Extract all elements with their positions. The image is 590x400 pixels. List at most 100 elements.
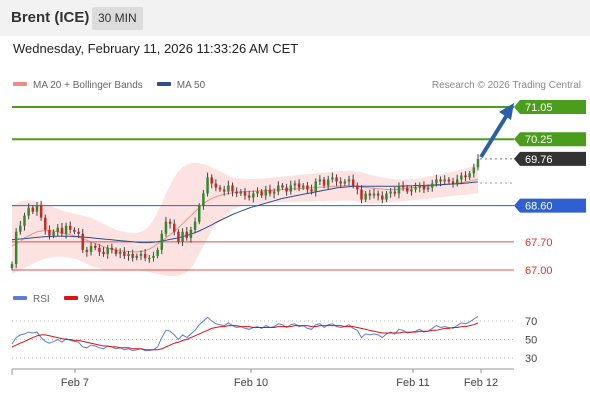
timeframe-badge[interactable]: 30 MIN <box>92 7 143 30</box>
candle <box>56 224 60 236</box>
candle <box>206 172 209 197</box>
candle-body <box>339 181 342 184</box>
candle <box>460 172 463 185</box>
candle <box>164 216 168 237</box>
candle-body <box>73 229 76 232</box>
candle-body <box>114 249 118 254</box>
candle-body <box>268 189 272 194</box>
candle <box>52 229 55 239</box>
level-label-text: 71.05 <box>525 102 553 114</box>
candle-body <box>27 207 30 216</box>
candle <box>31 205 35 215</box>
candle-body <box>164 221 168 234</box>
candle-body <box>389 191 392 194</box>
candle-body <box>455 179 459 184</box>
candle-body <box>326 179 330 186</box>
ma9-swatch <box>63 296 78 301</box>
candle-body <box>85 249 89 252</box>
candle <box>69 221 72 234</box>
rsi-tick-70: 70 <box>525 316 537 328</box>
candle <box>247 190 251 201</box>
candle-body <box>302 185 305 188</box>
candle <box>102 247 105 257</box>
candle-body <box>218 187 222 190</box>
candle-body <box>64 225 68 234</box>
candle <box>443 175 446 186</box>
candle-body <box>106 247 109 254</box>
level-label-67-70: 67.70 <box>525 237 553 249</box>
candle <box>210 174 213 189</box>
candle <box>256 187 259 198</box>
candle-body <box>19 225 22 232</box>
candle <box>285 183 288 196</box>
candle-body <box>310 189 313 192</box>
candle <box>77 228 80 239</box>
x-tick-label: Feb 10 <box>234 377 268 389</box>
price-panel: 71.05 70.25 69.76 68.60 67.70 67.00 <box>10 100 586 277</box>
level-label-box <box>514 132 586 147</box>
candle <box>414 182 417 193</box>
candle-body <box>393 191 397 194</box>
candle-body <box>401 185 405 188</box>
candle-body <box>89 245 93 252</box>
candle-body <box>289 185 293 192</box>
candle-body <box>343 181 347 184</box>
candle <box>27 203 30 220</box>
candle-body <box>418 185 421 188</box>
candle <box>406 185 409 194</box>
candle-body <box>293 183 297 186</box>
candle <box>335 174 338 187</box>
candle <box>302 183 305 190</box>
candle-body <box>193 221 197 230</box>
candle-body <box>247 195 251 198</box>
candle <box>314 178 317 197</box>
rsi-tick-50: 50 <box>525 335 537 347</box>
candle <box>293 180 297 191</box>
candle-body <box>160 233 164 250</box>
candle <box>227 180 230 195</box>
candle-body <box>368 193 372 196</box>
candle-body <box>347 179 351 182</box>
target-arrow <box>479 103 514 159</box>
instrument-title: Brent (ICE) <box>11 9 90 26</box>
candle <box>435 174 438 187</box>
level-label-70-25: 70.25 <box>514 132 586 147</box>
candle <box>60 222 64 237</box>
candle <box>64 222 68 239</box>
candle-body <box>272 191 276 194</box>
candle <box>48 225 51 240</box>
candle <box>23 212 26 231</box>
candle <box>430 179 434 192</box>
candle-body <box>476 158 480 168</box>
candle-body <box>410 189 413 192</box>
candle <box>143 249 147 261</box>
candle-body <box>139 253 143 256</box>
candle <box>123 247 126 259</box>
candle-body <box>231 185 234 192</box>
candle <box>202 189 205 210</box>
candle <box>197 203 201 225</box>
candle-body <box>202 193 205 206</box>
candle-body <box>44 217 47 230</box>
candle-body <box>414 187 417 190</box>
candle-body <box>460 175 463 180</box>
candle <box>468 170 471 180</box>
candle <box>35 201 39 216</box>
candle <box>272 188 276 199</box>
bollinger-band-fill <box>12 162 478 276</box>
candle-body <box>443 179 446 182</box>
candle <box>397 182 401 199</box>
rsi-legend: RSI 9MA <box>13 293 104 307</box>
candle-body <box>98 247 101 252</box>
candle <box>410 185 413 196</box>
candle <box>422 181 426 194</box>
candle-body <box>360 189 363 200</box>
candle-body <box>306 185 309 190</box>
candle <box>447 177 451 184</box>
candle-body <box>239 191 243 194</box>
candle <box>351 174 355 189</box>
candle-body <box>39 205 43 218</box>
candle-body <box>110 247 114 250</box>
candle <box>131 249 134 262</box>
